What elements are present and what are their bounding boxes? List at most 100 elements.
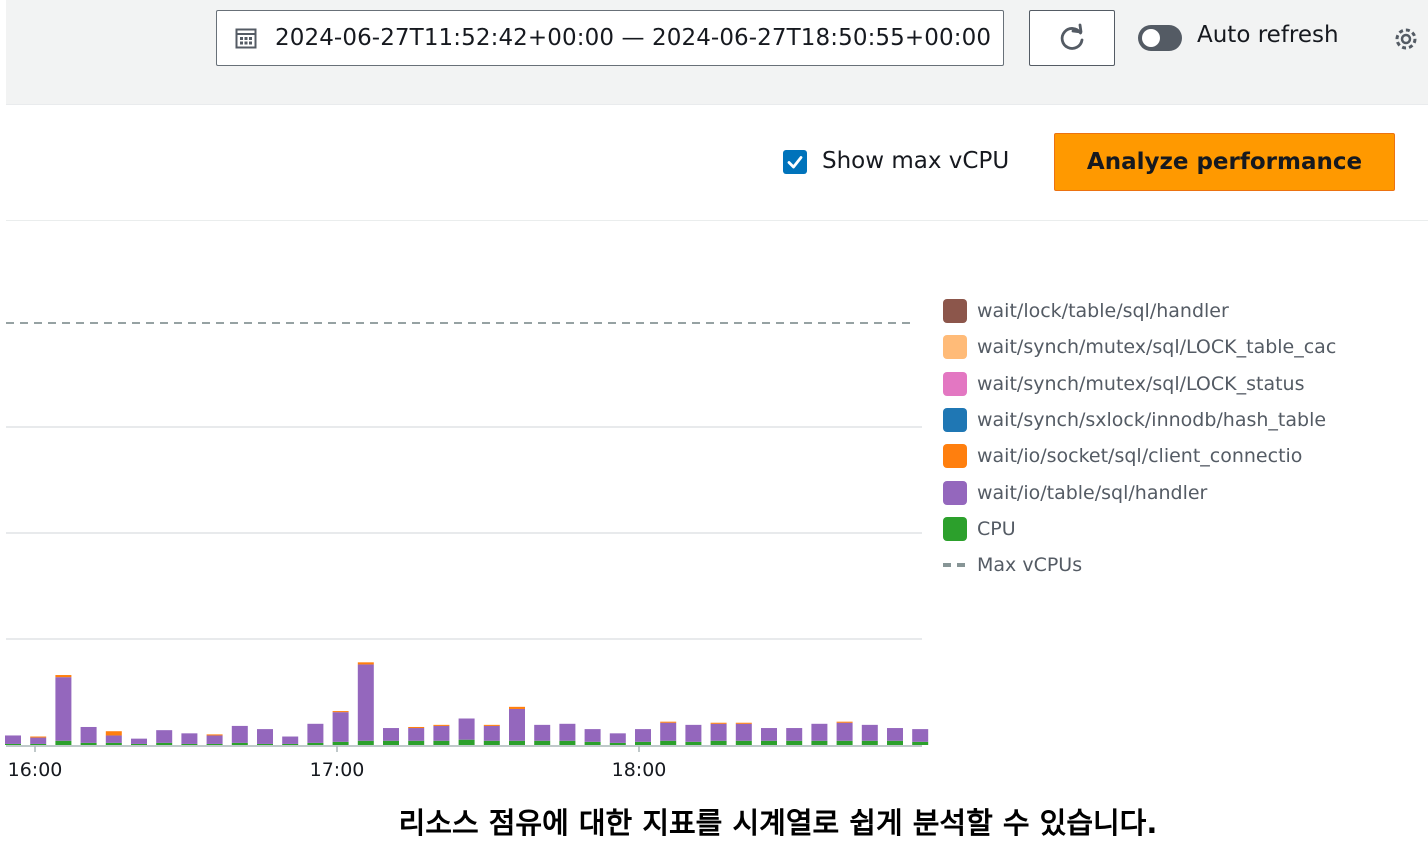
refresh-icon — [1060, 23, 1084, 50]
bar-segment-wait-io-table-sql-handler — [761, 728, 777, 741]
bar-segment-wait-io-table-sql-handler — [80, 726, 97, 743]
settings-button[interactable] — [1390, 24, 1420, 54]
show-max-vcpu-checkbox[interactable] — [783, 150, 807, 174]
bar-segment-wait-io-table-sql-handler — [282, 736, 299, 744]
bar-segment-cpu — [761, 740, 777, 745]
bar-segment-wait-io-table-sql-handler — [458, 718, 475, 740]
legend-swatch — [943, 480, 967, 505]
bar-segment-wait-io-table-sql-handler — [786, 728, 803, 741]
x-tick-label: 18:00 — [612, 759, 667, 781]
legend-swatch — [943, 371, 967, 396]
bar-segment-wait-io-table-sql-handler — [307, 723, 324, 743]
bar-segment-wait-io-table-sql-handler — [408, 728, 425, 741]
calendar-icon — [235, 28, 257, 49]
bar-segment-wait-io-table-sql-handler — [156, 730, 173, 743]
bar-segment-wait-io-socket-sql-client-connectio — [105, 731, 122, 736]
bar-segment-wait-io-table-sql-handler — [534, 724, 551, 741]
auto-refresh-label: Auto refresh — [1197, 22, 1339, 48]
date-range-text: 2024-06-27T11:52:42+00:00 — 2024-06-27T1… — [275, 25, 992, 51]
legend-label: wait/lock/table/sql/handler — [977, 300, 1229, 322]
legend-item: wait/io/socket/sql/client_connectio — [943, 441, 1302, 471]
bar-segment-cpu — [735, 740, 752, 745]
bar-segment-cpu — [912, 741, 929, 745]
bar-segment-wait-io-socket-sql-client-connectio — [332, 711, 349, 713]
bar-segment-cpu — [861, 740, 878, 745]
bar-segment-wait-io-table-sql-handler — [131, 738, 147, 744]
bar-segment-cpu — [534, 740, 551, 745]
legend-item: wait/io/table/sql/handler — [943, 478, 1207, 508]
bar-segment-cpu — [786, 740, 803, 745]
legend-label: wait/synch/sxlock/innodb/hash_table — [977, 408, 1327, 431]
bar-segment-wait-io-table-sql-handler — [483, 725, 500, 741]
bar-segment-wait-io-table-sql-handler — [55, 677, 72, 741]
bar-segment-wait-io-table-sql-handler — [861, 724, 878, 741]
bar-segment-cpu — [635, 741, 651, 745]
bar-segment-wait-io-table-sql-handler — [584, 729, 601, 742]
bar-segment-wait-io-table-sql-handler — [559, 723, 576, 741]
auto-refresh-toggle[interactable] — [1138, 25, 1182, 51]
date-range-picker[interactable]: 2024-06-27T11:52:42+00:00 — 2024-06-27T1… — [216, 10, 1004, 66]
bar-segment-wait-io-table-sql-handler — [609, 733, 626, 743]
legend-label: Max vCPUs — [977, 554, 1083, 577]
bar-segment-wait-io-socket-sql-client-connectio — [357, 662, 374, 665]
bar-segment-cpu — [609, 742, 626, 745]
legend-label: wait/synch/mutex/sql/LOCK_status — [977, 372, 1305, 395]
checkmark-icon — [787, 156, 803, 169]
x-tick-label: 16:00 — [8, 759, 63, 781]
bar-segment-cpu — [131, 743, 147, 745]
legend-item: wait/lock/table/sql/handler — [943, 296, 1229, 326]
bar-segment-cpu — [156, 742, 173, 745]
bar-segment-cpu — [282, 743, 299, 745]
bar-segment-wait-io-table-sql-handler — [509, 708, 525, 741]
bar-segment-wait-io-table-sql-handler — [912, 729, 929, 742]
bar-segment-wait-io-socket-sql-client-connectio — [408, 726, 425, 729]
bar-segment-wait-io-table-sql-handler — [811, 723, 828, 741]
bar-segment-cpu — [710, 740, 727, 745]
bar-segment-wait-io-socket-sql-client-connectio — [483, 724, 500, 726]
legend-swatch — [943, 407, 967, 432]
bar-segment-wait-io-table-sql-handler — [836, 722, 853, 741]
bar-segment-wait-io-table-sql-handler — [30, 737, 47, 744]
db-load-chart: 16:00 17:00 18:00 — [5, 322, 929, 781]
bar-segment-cpu — [509, 740, 525, 745]
bar-segment-wait-io-socket-sql-client-connectio — [836, 721, 853, 723]
show-max-vcpu-label: Show max vCPU — [822, 148, 1010, 174]
bar-segment-cpu — [80, 742, 97, 745]
bar-segment-wait-io-table-sql-handler — [206, 735, 223, 744]
x-tick-label: 17:00 — [310, 759, 365, 781]
bar-segment-cpu — [30, 743, 47, 745]
legend-swatch — [943, 444, 967, 469]
bar-segment-cpu — [584, 741, 601, 745]
legend-swatch — [943, 516, 967, 541]
bar-segment-wait-io-table-sql-handler — [231, 725, 248, 743]
legend-item: Max vCPUs — [943, 550, 1082, 580]
caption: 리소스 점유에 대한 지표를 시계열로 쉽게 분석할 수 있습니다. — [398, 806, 1158, 840]
legend-item: wait/synch/sxlock/innodb/hash_table — [943, 405, 1326, 435]
bar-segment-cpu — [105, 742, 122, 745]
bar-segment-cpu — [887, 740, 903, 745]
refresh-button[interactable] — [1029, 10, 1115, 66]
bar-segment-cpu — [408, 740, 425, 745]
bar-segment-cpu — [383, 740, 399, 745]
legend-swatch — [943, 335, 967, 360]
legend-item: wait/synch/mutex/sql/LOCK_status — [943, 369, 1305, 399]
bar-segment-wait-io-socket-sql-client-connectio — [509, 706, 525, 709]
bar-segment-cpu — [483, 740, 500, 745]
bar-segment-wait-io-table-sql-handler — [105, 735, 122, 743]
bar-segment-cpu — [559, 740, 576, 745]
bar-segment-wait-io-socket-sql-client-connectio — [735, 722, 752, 724]
bar-segment-wait-io-table-sql-handler — [685, 724, 702, 742]
bar-segment-cpu — [357, 740, 374, 745]
bar-segment-wait-io-table-sql-handler — [357, 664, 374, 741]
analyze-performance-button[interactable]: Analyze performance — [1054, 133, 1395, 191]
bar-segment-wait-io-table-sql-handler — [887, 728, 903, 741]
bar-segment-cpu — [458, 739, 475, 745]
bar-segment-wait-io-table-sql-handler — [433, 725, 450, 741]
bar-segment-wait-io-table-sql-handler — [710, 723, 727, 741]
legend-label: wait/io/socket/sql/client_connectio — [977, 445, 1303, 468]
bar-segment-wait-io-socket-sql-client-connectio — [55, 675, 72, 678]
bar-segment-cpu — [231, 742, 248, 745]
bar-segment-cpu — [836, 740, 853, 745]
bar-segment-wait-io-socket-sql-client-connectio — [660, 721, 677, 723]
bar-segment-wait-io-socket-sql-client-connectio — [433, 724, 450, 726]
